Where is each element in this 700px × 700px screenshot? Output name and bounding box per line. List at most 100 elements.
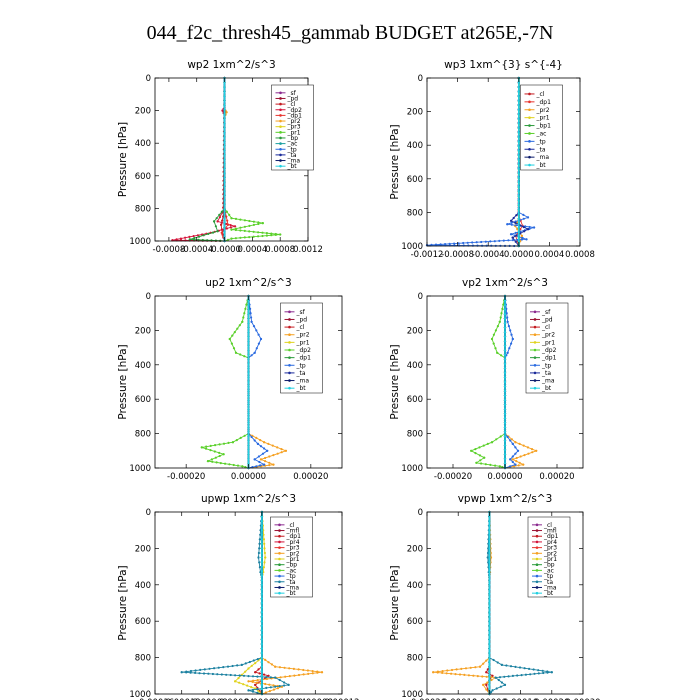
y-axis-label: Pressure [hPa] <box>389 124 401 199</box>
series-marker <box>517 135 520 139</box>
series-marker <box>288 675 291 678</box>
series-marker <box>297 673 301 677</box>
legend: _sf_pd_cl_dp2_dp1_pr2_pr3_pr1_bp_ac_tp_t… <box>271 84 314 171</box>
chart-panel: wp2 1xm^2/s^3 Pressure [hPa] 0 200 400 600 800… <box>117 59 323 255</box>
series-marker <box>509 465 512 468</box>
legend-marker <box>533 318 537 321</box>
series-marker <box>517 95 520 98</box>
series-marker <box>257 551 260 555</box>
x-tick-label: 0.0000 <box>504 250 534 260</box>
series-marker <box>264 682 267 686</box>
series-marker <box>192 235 195 238</box>
x-tick-label: 0.00020 <box>539 472 574 482</box>
series-marker <box>256 658 259 661</box>
series-marker <box>205 445 208 448</box>
legend-marker <box>279 102 282 106</box>
y-tick-label: 1000 <box>401 690 423 700</box>
legend: _sf_pd_cl_pr2_pr1_dp2_dp1_tp_ta_ma_bt <box>280 302 323 394</box>
series-marker <box>503 308 507 311</box>
legend-marker <box>528 92 531 96</box>
series-marker <box>223 212 226 215</box>
y-tick-label: 600 <box>135 395 151 405</box>
series-marker <box>243 312 246 315</box>
series-marker <box>517 99 520 102</box>
legend-marker <box>528 163 531 167</box>
series-marker <box>213 450 216 453</box>
series-marker <box>261 222 264 225</box>
legend-label: _ma <box>287 158 301 165</box>
series-marker <box>223 230 226 233</box>
series-marker <box>270 234 273 237</box>
x-tick-label: -0.0000 <box>208 245 241 255</box>
series-marker <box>218 451 221 454</box>
series-marker <box>450 668 454 672</box>
series-marker <box>522 444 525 447</box>
series-marker <box>514 240 517 243</box>
series-marker <box>260 538 263 541</box>
legend-label: _dp1 <box>286 533 302 540</box>
y-tick-label: 600 <box>135 617 151 627</box>
series-marker <box>185 671 188 674</box>
series-marker <box>441 671 444 675</box>
series-marker <box>180 671 183 674</box>
series-marker <box>478 454 481 457</box>
series-marker <box>503 385 507 388</box>
series-marker <box>510 333 513 336</box>
series-marker <box>216 673 219 676</box>
series-marker <box>450 672 453 675</box>
series-marker <box>269 676 272 679</box>
series-marker <box>260 547 263 550</box>
x-tick-label: 0.00012 <box>324 698 359 700</box>
series-marker <box>514 446 517 449</box>
series-marker <box>471 241 474 244</box>
series-marker <box>517 149 520 152</box>
legend-marker <box>279 125 282 128</box>
series-marker <box>265 686 268 690</box>
series-marker <box>260 551 263 555</box>
series-marker <box>283 666 286 669</box>
series-marker <box>510 342 513 345</box>
series-marker <box>236 464 240 467</box>
series-marker <box>293 674 296 677</box>
legend: _cl_mfl_dp1_pr4_pr3_pr2_pr1_bp_ac_tp_ta_… <box>527 516 571 598</box>
series-marker <box>503 675 506 678</box>
series-marker <box>264 556 267 559</box>
series-marker <box>269 686 272 689</box>
series-marker <box>517 464 520 467</box>
series-marker <box>197 235 201 238</box>
series-marker <box>223 126 226 129</box>
y-tick-label: 200 <box>407 108 423 118</box>
series-marker <box>217 666 220 669</box>
series-marker <box>515 234 518 237</box>
series-marker <box>517 190 520 193</box>
series-marker <box>259 464 262 467</box>
y-tick-label: 0 <box>418 508 423 518</box>
plot-frame <box>154 511 343 695</box>
series-marker <box>485 659 488 662</box>
series-marker <box>268 690 271 693</box>
legend-marker <box>535 563 539 566</box>
series-marker <box>268 455 271 458</box>
series-marker <box>458 673 462 676</box>
series-marker <box>247 439 250 442</box>
series-marker <box>219 462 222 465</box>
series-marker <box>254 683 257 687</box>
series-marker <box>244 307 247 310</box>
series-marker <box>260 592 263 596</box>
series-marker <box>503 362 507 365</box>
series-marker <box>247 408 250 411</box>
y-axis-label: Pressure [hPa] <box>117 565 129 640</box>
series-marker <box>501 307 504 310</box>
series-marker <box>517 154 520 157</box>
series-marker <box>514 221 517 224</box>
series-marker <box>485 675 488 678</box>
legend-label: _cl <box>536 91 545 98</box>
series-marker <box>260 601 263 605</box>
series-marker <box>250 354 253 357</box>
series-marker <box>476 675 479 678</box>
series-marker <box>247 394 250 397</box>
legend-marker <box>533 341 537 344</box>
series-marker <box>220 210 223 213</box>
series-marker <box>260 556 263 559</box>
series-marker <box>517 213 520 216</box>
